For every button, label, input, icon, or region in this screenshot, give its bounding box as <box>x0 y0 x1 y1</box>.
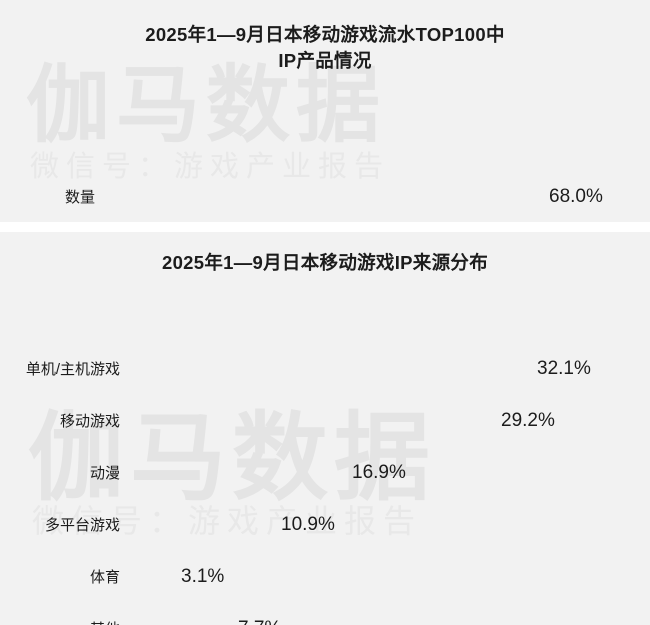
category-label: 动漫 <box>89 465 120 483</box>
bar-value-label: 16.9% <box>352 461 406 483</box>
chart-title-bottom: 2025年1—9月日本移动游戏IP来源分布 <box>161 252 488 273</box>
bar-track: 68.0% <box>107 186 650 208</box>
bar-row: 单机/主机游戏 32.1% <box>0 350 650 387</box>
chart-title-top: 2025年1—9月日本移动游戏流水TOP100中 IP产品情况 <box>0 0 650 75</box>
bar-value-label: 29.2% <box>501 409 555 431</box>
chart-panel-top: 伽马数据 微信号：游戏产业报告 2025年1—9月日本移动游戏流水TOP100中… <box>0 0 650 222</box>
watermark-brand-text: 伽马数据 <box>28 405 436 512</box>
category-label: 多平台游戏 <box>44 517 120 535</box>
bar-track: 3.1% <box>133 566 650 588</box>
bar-value-label: 32.1% <box>537 357 591 379</box>
bar-track: 16.9% <box>133 462 650 484</box>
bar-row: 动漫 16.9% <box>0 454 650 491</box>
bar-row: 多平台游戏 10.9% <box>0 506 650 543</box>
bar-row: 数量 68.0% <box>0 180 650 214</box>
category-label: 移动游戏 <box>59 413 120 431</box>
bar-row: 其他 7.7% <box>0 610 650 625</box>
category-label: 单机/主机游戏 <box>25 361 120 379</box>
bar-row: 移动游戏 29.2% <box>0 402 650 439</box>
category-label: 体育 <box>89 569 120 587</box>
bar-track: 29.2% <box>133 410 650 432</box>
chart-panel-bottom: 伽马数据 微信号：游戏产业报告 2025年1—9月日本移动游戏IP来源分布 单机… <box>0 232 650 625</box>
bar-track: 7.7% <box>133 618 650 625</box>
bar-value-label: 10.9% <box>281 513 335 535</box>
bar-value-label: 68.0% <box>549 185 603 207</box>
chart-title-top-line2: IP产品情况 <box>278 50 372 72</box>
category-label: 其他 <box>0 618 133 625</box>
chart-title-top-line1: 2025年1—9月日本移动游戏流水TOP100中 <box>145 24 505 45</box>
bar-track: 32.1% <box>133 358 650 380</box>
bar-value-label: 7.7% <box>229 618 281 625</box>
bar-value-label: 3.1% <box>181 565 225 587</box>
bar-track: 10.9% <box>133 514 650 536</box>
bar-row: 体育 3.1% <box>0 558 650 595</box>
category-label: 数量 <box>64 189 95 207</box>
